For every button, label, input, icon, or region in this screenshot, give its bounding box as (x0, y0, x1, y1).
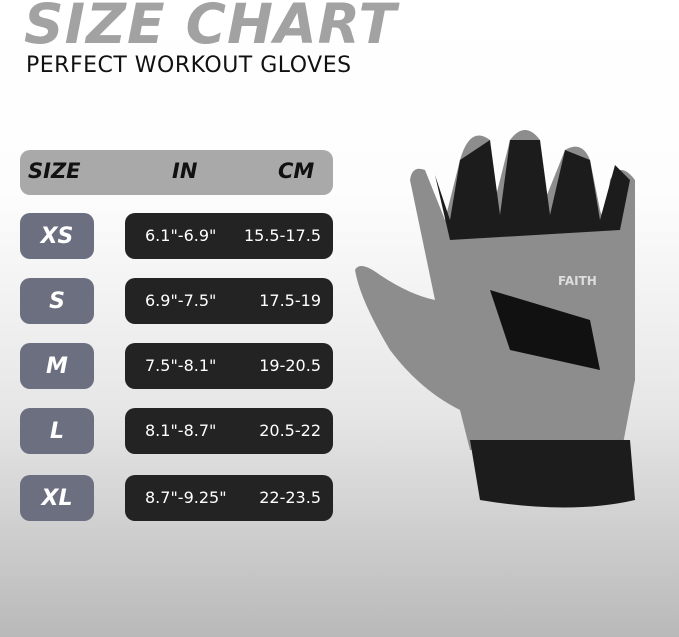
inches-value: 6.9"-7.5" (145, 291, 217, 310)
table-row: 8.7"-9.25" 22-23.5 (125, 475, 333, 521)
table-row: 7.5"-8.1" 19-20.5 (125, 343, 333, 389)
table-header: SIZE IN CM (20, 150, 333, 195)
size-label: S (20, 278, 94, 324)
header-in: IN (172, 159, 198, 183)
size-label: XL (20, 475, 94, 521)
inches-value: 6.1"-6.9" (145, 226, 217, 245)
inches-value: 7.5"-8.1" (145, 356, 217, 375)
table-row: 8.1"-8.7" 20.5-22 (125, 408, 333, 454)
inches-value: 8.7"-9.25" (145, 488, 227, 507)
glove-brand: FAITH (558, 274, 597, 288)
cm-value: 19-20.5 (259, 356, 321, 375)
header-cm: CM (278, 159, 315, 183)
table-row: 6.9"-7.5" 17.5-19 (125, 278, 333, 324)
header-size: SIZE (28, 159, 81, 183)
inches-value: 8.1"-8.7" (145, 421, 217, 440)
cm-value: 20.5-22 (259, 421, 321, 440)
cm-value: 22-23.5 (259, 488, 321, 507)
size-label: M (20, 343, 94, 389)
page-title: SIZE CHART (24, 0, 398, 56)
cm-value: 15.5-17.5 (243, 226, 321, 245)
table-row: 6.1"-6.9" 15.5-17.5 (125, 213, 333, 259)
size-label: L (20, 408, 94, 454)
cm-value: 17.5-19 (259, 291, 321, 310)
size-label: XS (20, 213, 94, 259)
subtitle: PERFECT WORKOUT GLOVES (26, 53, 352, 78)
glove-image: FAITH (355, 130, 635, 508)
